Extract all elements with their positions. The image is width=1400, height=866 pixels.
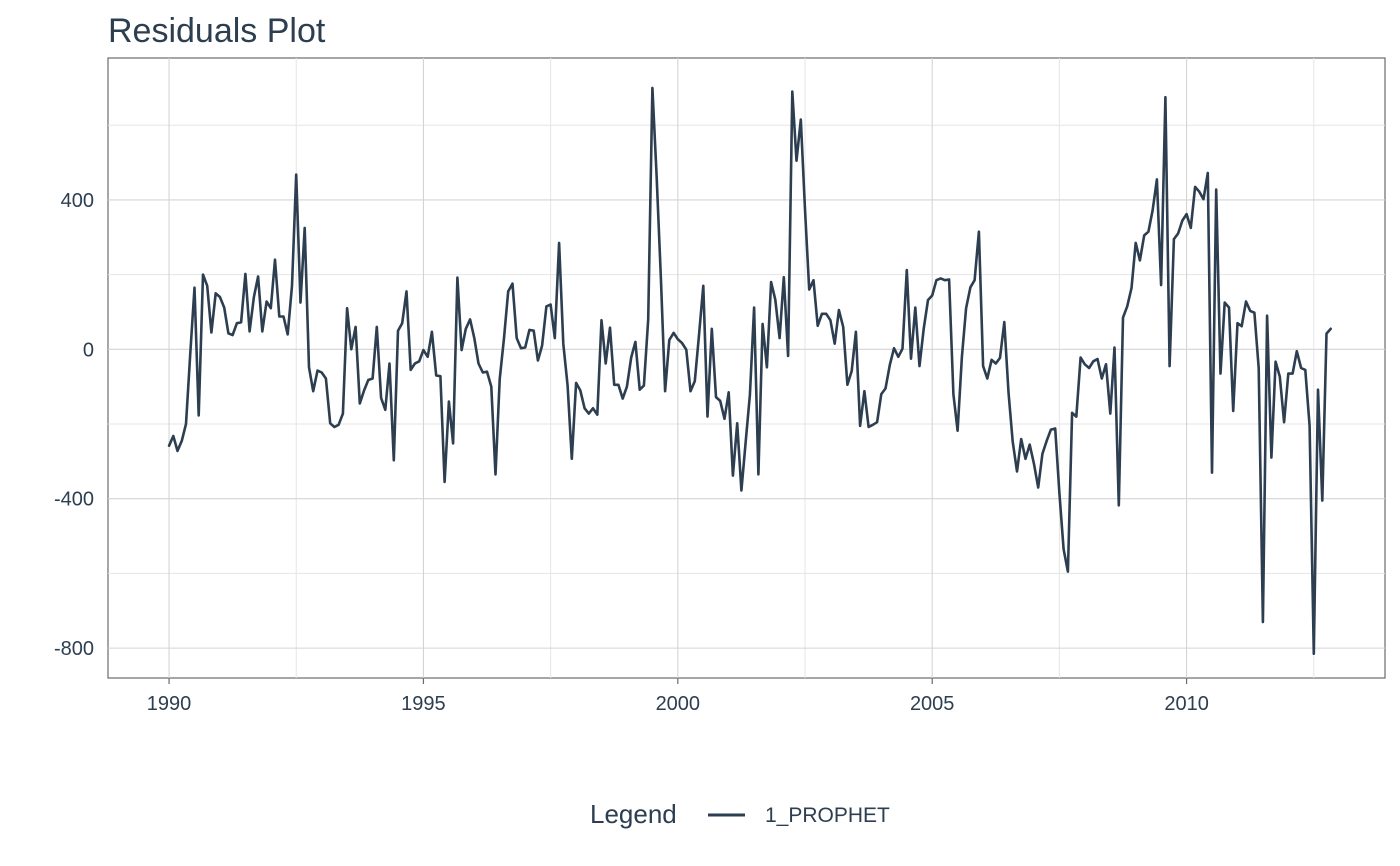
plot-panel: [107, 57, 1386, 679]
legend-label-1-prophet: 1_PROPHET: [765, 804, 890, 827]
x-tick-label: 1995: [401, 693, 446, 715]
series-line-0: [167, 86, 1332, 656]
legend-title: Legend: [590, 799, 677, 829]
x-tick-label: 2000: [656, 693, 701, 715]
x-tick-label: 2010: [1164, 693, 1209, 715]
y-tick-label: -800: [54, 638, 94, 660]
x-tick-label: 1990: [147, 693, 192, 715]
y-axis: -800 -400 0 400: [54, 190, 94, 660]
series-lines: [167, 86, 1332, 656]
legend: Legend 1_PROPHET: [590, 799, 890, 829]
y-tick-label: 400: [61, 190, 94, 212]
grid-lines: [108, 58, 1385, 678]
y-tick-label: -400: [54, 489, 94, 511]
chart-title: Residuals Plot: [108, 12, 326, 50]
y-tick-label: 0: [83, 339, 94, 361]
x-axis: 1990 1995 2000 2005 2010: [147, 678, 1209, 715]
x-tick-label: 2005: [910, 693, 955, 715]
